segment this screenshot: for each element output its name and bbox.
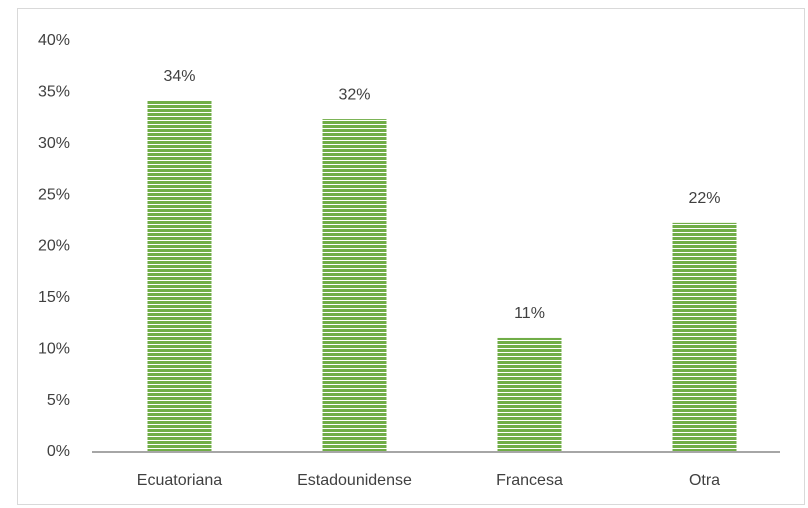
y-tick-label: 20% [38, 238, 70, 255]
x-tick-label: Estadounidense [297, 472, 412, 489]
data-label: 11% [514, 305, 545, 322]
data-label: 32% [338, 86, 370, 103]
data-label: 22% [688, 190, 720, 207]
y-tick-label: 40% [38, 32, 70, 49]
y-tick-label: 15% [38, 289, 70, 306]
bar [672, 222, 737, 452]
y-tick-label: 30% [38, 135, 70, 152]
y-tick-label: 0% [47, 443, 70, 460]
x-tick-label: Francesa [496, 472, 563, 489]
x-tick-label: Ecuatoriana [137, 472, 222, 489]
x-tick-label: Otra [689, 472, 720, 489]
bar [147, 100, 212, 452]
y-tick-label: 5% [47, 392, 70, 409]
y-tick-label: 35% [38, 84, 70, 101]
bar [322, 119, 387, 452]
bar [497, 337, 562, 452]
y-tick-label: 25% [38, 186, 70, 203]
y-tick-label: 10% [38, 340, 70, 357]
data-label: 34% [163, 68, 195, 85]
